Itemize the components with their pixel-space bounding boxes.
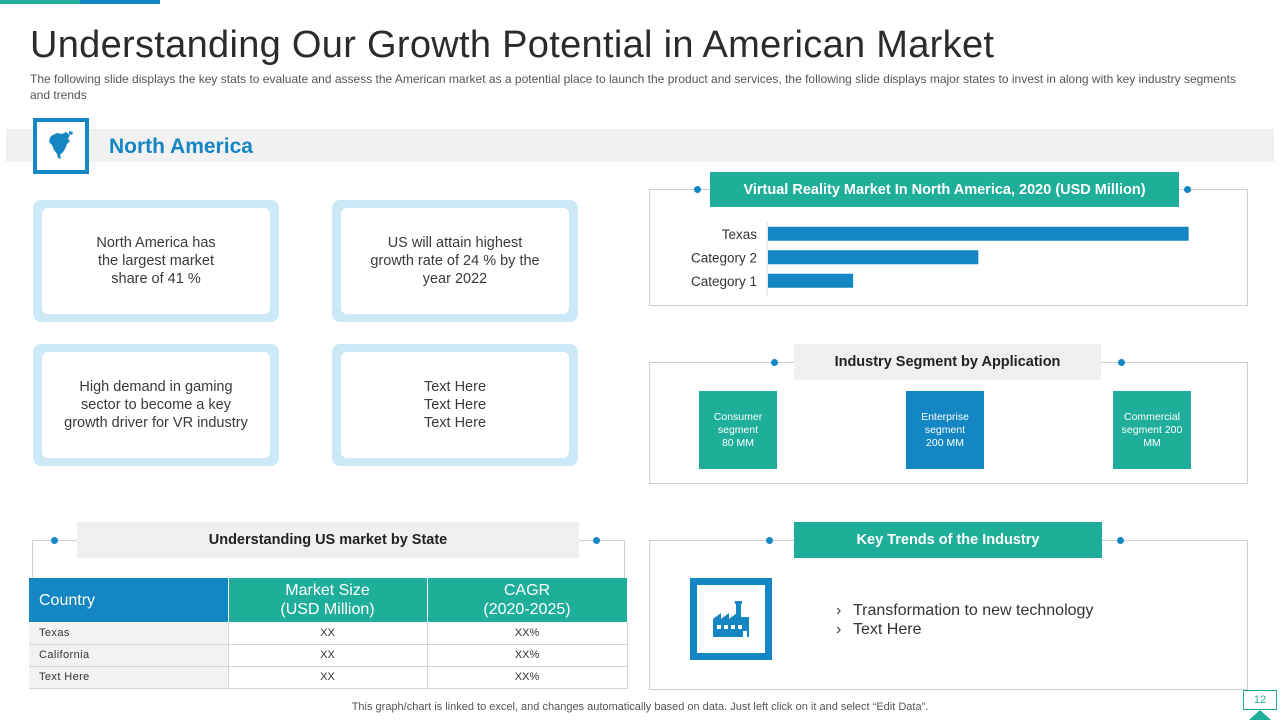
chart-category-label: Category 2 xyxy=(691,250,757,265)
trends-icon-frame xyxy=(690,578,772,660)
panel-dot xyxy=(1117,537,1124,544)
state-table-header: Understanding US market by State xyxy=(77,522,579,558)
stat-text: North America has the largest market sha… xyxy=(96,235,216,287)
factory-icon xyxy=(713,601,749,637)
region-band xyxy=(6,129,1274,162)
trends-list: Transformation to new technology Text He… xyxy=(836,601,1093,639)
segment-consumer: Consumer segment 80 MM xyxy=(699,391,777,469)
stat-card: North America has the largest market sha… xyxy=(33,200,279,322)
stat-card: High demand in gaming sector to become a… xyxy=(33,344,279,466)
stat-text: High demand in gaming sector to become a… xyxy=(64,379,248,431)
stat-text: Text Here Text Here Text Here xyxy=(423,379,487,431)
chart-category-label: Texas xyxy=(722,227,758,242)
panel-dot xyxy=(1118,359,1125,366)
state-table: Country Market Size (USD Million) CAGR (… xyxy=(29,578,628,689)
panel-dot xyxy=(593,537,600,544)
table-cell: XX xyxy=(228,666,428,689)
stat-card: US will attain highest growth rate of 24… xyxy=(332,200,578,322)
table-cell: Text Here xyxy=(29,666,229,689)
table-cell: XX xyxy=(228,644,428,667)
panel-dot xyxy=(694,186,701,193)
panel-dot xyxy=(766,537,773,544)
chart-category-label: Category 1 xyxy=(691,274,757,289)
table-row: Text Here XX XX% xyxy=(29,666,628,689)
page-number-marker xyxy=(1249,710,1271,720)
north-america-map-icon xyxy=(49,131,73,159)
accent-bar-blue xyxy=(80,0,160,4)
stat-text: US will attain highest growth rate of 24… xyxy=(370,235,540,287)
table-header-row: Country Market Size (USD Million) CAGR (… xyxy=(29,578,628,622)
segment-commercial: Commercial segment 200 MM xyxy=(1113,391,1191,469)
column-header: CAGR (2020-2025) xyxy=(427,578,628,622)
segments-header: Industry Segment by Application xyxy=(794,344,1101,380)
footer-note: This graph/chart is linked to excel, and… xyxy=(351,701,929,713)
region-icon-frame xyxy=(33,118,89,174)
column-header: Market Size (USD Million) xyxy=(228,578,428,622)
table-row: California XX XX% xyxy=(29,644,628,667)
chart-bar xyxy=(768,226,1189,241)
list-item: Transformation to new technology xyxy=(836,601,1093,620)
vr-market-panel xyxy=(649,189,1248,306)
table-cell: XX% xyxy=(427,622,628,645)
chart-bar xyxy=(768,273,854,288)
panel-dot xyxy=(51,537,58,544)
page-title: Understanding Our Growth Potential in Am… xyxy=(30,24,995,66)
vr-market-header: Virtual Reality Market In North America,… xyxy=(710,172,1179,207)
stat-card: Text Here Text Here Text Here xyxy=(332,344,578,466)
table-cell: XX xyxy=(228,622,428,645)
accent-bar-teal xyxy=(0,0,80,4)
table-row: Texas XX XX% xyxy=(29,622,628,645)
page-subtitle: The following slide displays the key sta… xyxy=(30,72,1236,102)
list-item: Text Here xyxy=(836,620,1093,639)
trends-header: Key Trends of the Industry xyxy=(794,522,1102,558)
panel-dot xyxy=(1184,186,1191,193)
table-cell: Texas xyxy=(29,622,229,645)
panel-dot xyxy=(771,359,778,366)
table-cell: XX% xyxy=(427,666,628,689)
table-cell: XX% xyxy=(427,644,628,667)
chart-bar xyxy=(768,250,979,265)
vr-market-bar-chart: Texas Category 2 Category 1 xyxy=(691,222,1189,297)
region-title: North America xyxy=(109,135,253,158)
table-cell: California xyxy=(29,644,229,667)
column-header: Country xyxy=(29,578,229,622)
page-number: 12 xyxy=(1243,690,1277,710)
segment-enterprise: Enterprise segment 200 MM xyxy=(906,391,984,469)
